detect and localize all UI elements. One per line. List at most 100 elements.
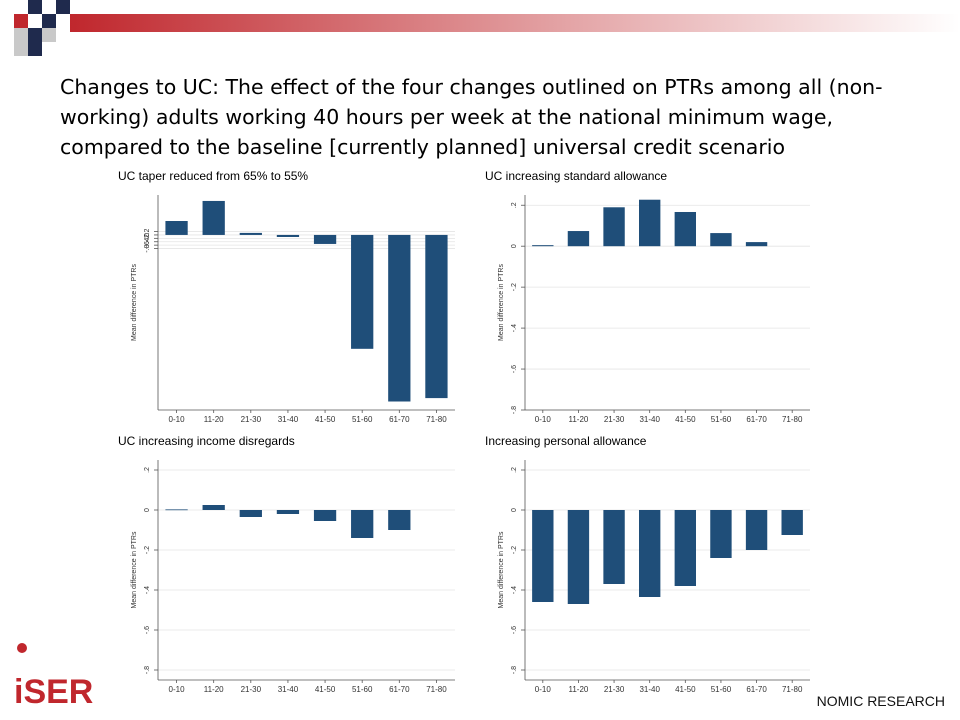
x-tick-label: 0-10 [535, 415, 552, 424]
x-tick-label: 51-60 [711, 415, 732, 424]
bar [567, 510, 590, 604]
y-axis-label: Mean difference in PTRs [131, 264, 138, 341]
x-tick-label: 61-70 [389, 685, 410, 694]
deco-square [14, 42, 28, 56]
bar [351, 510, 374, 538]
x-tick-label: 21-30 [604, 415, 625, 424]
x-tick-label: 71-80 [426, 685, 447, 694]
x-tick-label: 51-60 [352, 415, 373, 424]
x-tick-label: 31-40 [278, 685, 299, 694]
plot-area [525, 195, 810, 410]
y-tick-label: 0 [511, 508, 518, 512]
bar [351, 234, 374, 349]
plot-area [158, 460, 455, 680]
bar [388, 234, 411, 402]
bar [239, 232, 262, 235]
x-tick-label: 31-40 [278, 415, 299, 424]
x-tick-label: 21-30 [241, 415, 262, 424]
y-tick-label: .2 [144, 467, 151, 473]
x-tick-label: 61-70 [746, 685, 767, 694]
bar [276, 234, 300, 237]
bar [165, 509, 188, 511]
x-tick-label: 0-10 [169, 415, 186, 424]
x-tick-label: 11-20 [204, 415, 224, 424]
bar [202, 505, 225, 510]
bar [202, 200, 225, 235]
bar [388, 510, 411, 530]
y-tick-label: -.2 [511, 283, 518, 291]
bar [425, 234, 448, 399]
logo-dot [17, 643, 27, 653]
deco-square [28, 28, 42, 42]
x-tick-label: 11-20 [569, 415, 589, 424]
bar [639, 199, 661, 247]
y-tick-label: -.2 [511, 546, 518, 554]
x-tick-label: 11-20 [569, 685, 589, 694]
y-axis-label: Mean difference in PTRs [498, 531, 505, 608]
bar [710, 510, 732, 558]
chart-title: UC increasing income disregards [118, 434, 295, 448]
x-tick-label: 41-50 [675, 415, 696, 424]
bar [603, 510, 625, 584]
chart-title: UC increasing standard allowance [485, 169, 667, 183]
y-axis-label: Mean difference in PTRs [498, 264, 505, 341]
y-tick-label: -.6 [144, 241, 151, 249]
deco-square [14, 28, 28, 42]
x-tick-label: 31-40 [639, 415, 660, 424]
bar [313, 510, 337, 521]
y-tick-label: -.2 [144, 546, 151, 554]
x-tick-label: 51-60 [352, 685, 373, 694]
bar [781, 510, 803, 535]
logo-iser: iSER [14, 673, 93, 711]
bar [710, 233, 732, 247]
x-tick-label: 71-80 [782, 685, 803, 694]
x-tick-label: 41-50 [315, 415, 336, 424]
x-tick-label: 61-70 [389, 415, 410, 424]
bar [165, 221, 188, 235]
y-tick-label: 0 [144, 508, 151, 512]
y-tick-label: -.8 [144, 666, 151, 674]
y-axis-label: Mean difference in PTRs [131, 531, 138, 608]
y-tick-label: .2 [511, 467, 518, 473]
y-tick-label: .2 [144, 229, 151, 235]
deco-square [42, 14, 56, 28]
y-tick-label: -.8 [511, 406, 518, 414]
x-tick-label: 31-40 [639, 685, 660, 694]
y-tick-label: -.6 [511, 626, 518, 634]
y-tick-label: -.6 [511, 365, 518, 373]
bar [745, 242, 768, 247]
deco-square [42, 28, 56, 42]
bar [603, 207, 625, 247]
deco-square [28, 42, 42, 56]
x-tick-label: 41-50 [315, 685, 336, 694]
bar [639, 510, 661, 597]
slide-title: Changes to UC: The effect of the four ch… [60, 75, 883, 159]
y-tick-label: .2 [511, 202, 518, 208]
deco-square [56, 0, 70, 14]
bar [745, 510, 768, 550]
y-tick-label: -.4 [144, 586, 151, 594]
bar [567, 231, 590, 247]
y-tick-label: -.6 [144, 626, 151, 634]
x-tick-label: 21-30 [604, 685, 625, 694]
bar [674, 211, 696, 247]
y-tick-label: -.4 [144, 238, 151, 246]
x-tick-label: 71-80 [782, 415, 803, 424]
header-band [70, 14, 960, 32]
x-tick-label: 51-60 [711, 685, 732, 694]
y-tick-label: 0 [144, 233, 151, 237]
bar [313, 234, 337, 244]
x-tick-label: 61-70 [746, 415, 767, 424]
y-tick-label: -.4 [511, 324, 518, 332]
bar [674, 510, 696, 586]
deco-square [28, 0, 42, 14]
y-tick-label: -.4 [511, 586, 518, 594]
chart-title: UC taper reduced from 65% to 55% [118, 169, 308, 183]
x-tick-label: 0-10 [169, 685, 186, 694]
x-tick-label: 71-80 [426, 415, 447, 424]
x-tick-label: 21-30 [241, 685, 262, 694]
logo-text: NOMIC RESEARCH [817, 693, 945, 709]
bar [532, 510, 554, 602]
